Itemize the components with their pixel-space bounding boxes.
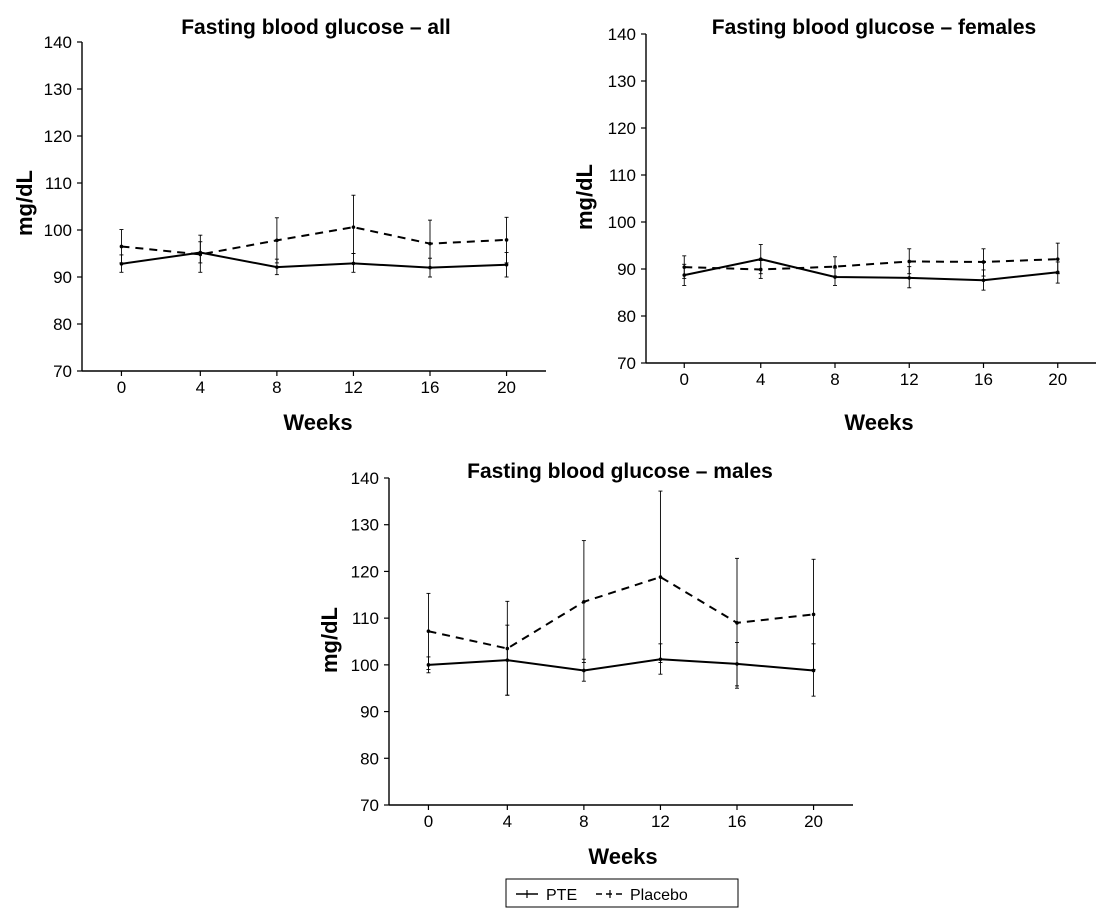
y-tick-label: 110 xyxy=(609,166,636,185)
y-tick-label: 80 xyxy=(53,315,72,334)
y-tick-label: 80 xyxy=(360,749,379,768)
series-placebo xyxy=(119,194,509,273)
series-pte xyxy=(682,244,1060,291)
x-tick-label: 12 xyxy=(900,370,919,389)
legend-label: PTE xyxy=(546,887,577,904)
x-axis-label: Weeks xyxy=(844,410,913,435)
data-point xyxy=(119,244,124,249)
x-tick-label: 4 xyxy=(756,370,765,389)
y-tick-label: 110 xyxy=(45,174,72,193)
series-line-pte xyxy=(428,658,814,672)
x-tick-label: 8 xyxy=(579,812,588,831)
y-tick-label: 130 xyxy=(44,80,72,99)
data-point xyxy=(1055,257,1060,261)
legend-item-pte: PTE xyxy=(516,887,577,904)
x-tick-label: 0 xyxy=(117,378,126,397)
y-tick-label: 70 xyxy=(617,354,636,373)
data-point xyxy=(981,278,986,283)
data-point xyxy=(351,261,356,266)
data-point xyxy=(811,612,816,617)
data-point xyxy=(505,646,510,651)
series-line-pte xyxy=(684,258,1058,282)
data-point xyxy=(582,668,586,673)
y-tick-label: 130 xyxy=(351,516,379,535)
y-tick-label: 140 xyxy=(44,33,72,52)
data-point xyxy=(351,225,356,229)
data-point xyxy=(682,265,687,269)
x-tick-label: 20 xyxy=(1048,370,1067,389)
data-point xyxy=(582,599,586,604)
x-tick-label: 4 xyxy=(503,812,512,831)
y-tick-label: 120 xyxy=(608,119,636,138)
y-tick-label: 100 xyxy=(44,221,72,240)
y-tick-label: 70 xyxy=(360,796,379,815)
data-point xyxy=(426,629,431,634)
data-point xyxy=(758,257,763,261)
data-point xyxy=(833,264,837,269)
x-tick-label: 12 xyxy=(651,812,670,831)
data-point xyxy=(504,238,509,242)
y-tick-label: 80 xyxy=(617,307,636,326)
series-placebo xyxy=(426,490,816,696)
data-point xyxy=(658,575,663,579)
x-tick-label: 0 xyxy=(680,370,689,389)
y-axis-label: mg/dL xyxy=(317,607,342,673)
y-tick-label: 120 xyxy=(351,562,379,581)
data-point xyxy=(275,238,279,243)
y-tick-label: 100 xyxy=(351,656,379,675)
y-tick-label: 130 xyxy=(608,72,636,91)
series-pte xyxy=(426,624,816,697)
series-line-placebo xyxy=(684,258,1058,271)
chart-panel-males: Fasting blood glucose – males Weeks mg/d… xyxy=(317,460,853,869)
y-tick-label: 70 xyxy=(53,362,72,381)
x-tick-label: 16 xyxy=(728,812,747,831)
x-tick-label: 8 xyxy=(830,370,839,389)
legend: PTE Placebo xyxy=(505,878,739,908)
y-tick-label: 110 xyxy=(352,609,379,628)
data-point xyxy=(275,265,279,269)
legend-label: Placebo xyxy=(630,887,688,904)
series-line-placebo xyxy=(121,226,507,256)
y-tick-label: 90 xyxy=(617,260,636,279)
legend-box xyxy=(505,878,739,908)
data-point xyxy=(198,252,203,257)
chart-title: Fasting blood glucose – all xyxy=(181,16,451,39)
x-axis-label: Weeks xyxy=(283,410,352,435)
y-tick-label: 120 xyxy=(44,127,72,146)
x-axis-label: Weeks xyxy=(588,844,657,869)
y-tick-label: 140 xyxy=(608,25,636,44)
data-point xyxy=(907,276,912,280)
y-tick-label: 100 xyxy=(608,213,636,232)
series-placebo xyxy=(682,242,1060,279)
data-point xyxy=(428,241,432,246)
chart-title: Fasting blood glucose – males xyxy=(467,460,773,483)
y-tick-label: 90 xyxy=(360,703,379,722)
x-tick-label: 12 xyxy=(344,378,363,397)
data-point xyxy=(735,621,739,625)
data-point xyxy=(981,260,986,264)
x-tick-label: 16 xyxy=(974,370,993,389)
chart-panel-all: Fasting blood glucose – all Weeks mg/dL … xyxy=(12,16,546,435)
y-axis-label: mg/dL xyxy=(12,170,37,236)
x-tick-label: 20 xyxy=(804,812,823,831)
legend-item-placebo: Placebo xyxy=(596,887,688,904)
series-line-pte xyxy=(121,251,507,269)
y-tick-label: 90 xyxy=(53,268,72,287)
data-point xyxy=(504,262,509,267)
x-tick-label: 20 xyxy=(497,378,516,397)
series-line-placebo xyxy=(428,575,814,650)
x-tick-label: 16 xyxy=(421,378,440,397)
data-point xyxy=(758,267,763,272)
x-tick-label: 0 xyxy=(424,812,433,831)
data-point xyxy=(907,259,912,264)
x-tick-label: 8 xyxy=(272,378,281,397)
series-pte xyxy=(119,241,509,278)
x-tick-label: 4 xyxy=(196,378,205,397)
y-axis-label: mg/dL xyxy=(572,164,597,230)
chart-title: Fasting blood glucose – females xyxy=(712,16,1036,39)
y-tick-label: 140 xyxy=(351,469,379,488)
chart-panel-females: Fasting blood glucose – females Weeks mg… xyxy=(572,16,1096,435)
